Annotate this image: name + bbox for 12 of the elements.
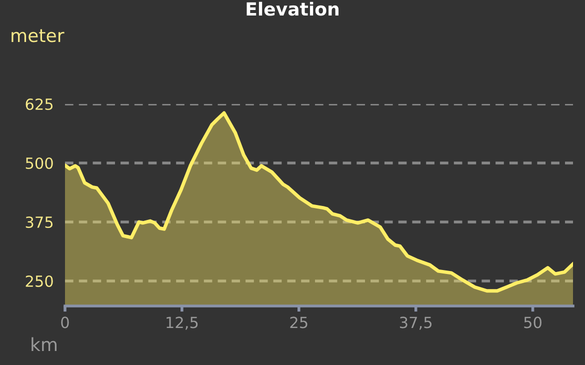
y-tick-label: 500	[26, 157, 53, 170]
x-tick-label: 0	[61, 316, 69, 328]
x-tick-label: 12,5	[166, 316, 198, 330]
y-tick-label: 375	[26, 216, 53, 228]
chart-title: Elevation	[246, 2, 338, 16]
y-axis-title: meter	[12, 29, 64, 42]
x-tick-label: 37,5	[400, 316, 432, 330]
x-tick-label: 25	[290, 316, 308, 328]
x-axis-title: km	[32, 337, 57, 351]
y-tick-label: 250	[26, 275, 53, 288]
x-tick-label: 50	[524, 316, 542, 328]
y-tick-label: 625	[26, 98, 53, 110]
